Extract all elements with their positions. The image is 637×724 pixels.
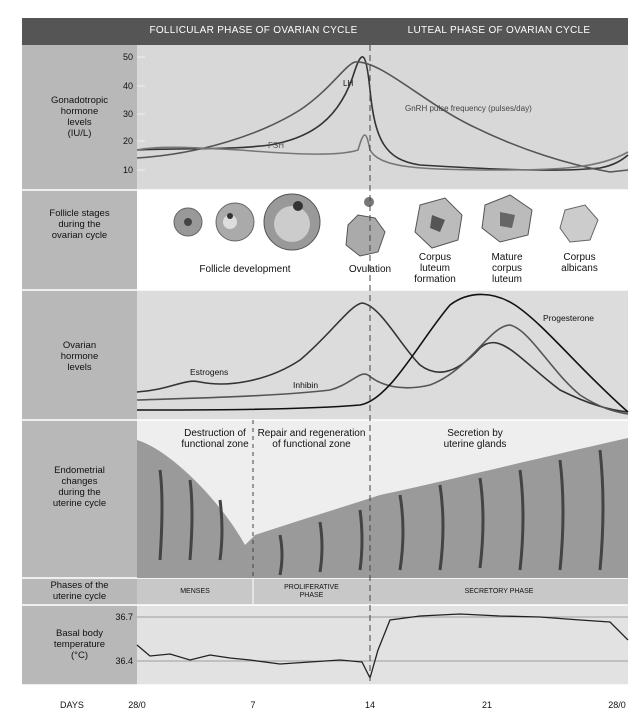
y-tick-label: 10 [103, 165, 133, 176]
y-tick-label: 36.7 [103, 612, 133, 623]
curve-label: Estrogens [190, 367, 228, 378]
follicle-label: Mature corpus luteum [477, 252, 537, 285]
row-label: Endometrial changes during the uterine c… [22, 465, 137, 509]
luteal-header: LUTEAL PHASE OF OVARIAN CYCLE [370, 25, 628, 36]
curve-label: Inhibin [293, 380, 318, 391]
curve-label: GnRH pulse frequency (pulses/day) [405, 103, 532, 114]
follicle-label: Ovulation [335, 264, 405, 275]
day-tick-label: 21 [467, 700, 507, 711]
y-tick-label: 40 [103, 81, 133, 92]
uterine-phase: SECRETORY PHASE [370, 588, 628, 596]
uterine-phase: PROLIFERATIVE PHASE [253, 584, 370, 600]
follicle-label: Follicle development [180, 264, 310, 275]
follicular-header: FOLLICULAR PHASE OF OVARIAN CYCLE [137, 25, 370, 36]
day-tick-label: 7 [233, 700, 273, 711]
curve-label: Progesterone [543, 313, 594, 324]
days-label: DAYS [60, 700, 84, 711]
y-tick-label: 50 [103, 52, 133, 63]
endometrial-label: Destruction of functional zone [170, 428, 260, 450]
endometrial-label: Secretion by uterine glands [420, 428, 530, 450]
figure: FOLLICULAR PHASE OF OVARIAN CYCLE LUTEAL… [0, 0, 637, 724]
follicle-label: Corpus albicans [552, 252, 607, 274]
endometrial-label: Repair and regeneration of functional zo… [253, 428, 370, 450]
y-tick-label: 20 [103, 136, 133, 147]
ovarian-panel [137, 290, 628, 420]
day-tick-label: 14 [350, 700, 390, 711]
uterine-phase: MENSES [137, 588, 253, 596]
row-label: Phases of the uterine cycle [22, 580, 137, 602]
row-label: Follicle stages during the ovarian cycle [22, 208, 137, 241]
y-tick-label: 30 [103, 109, 133, 120]
day-tick-label: 28/0 [117, 700, 157, 711]
y-tick-label: 36.4 [103, 656, 133, 667]
row-label: Ovarian hormone levels [22, 340, 137, 373]
day-tick-label: 28/0 [597, 700, 637, 711]
follicle-label: Corpus luteum formation [405, 252, 465, 285]
curve-label: FSH [268, 140, 284, 151]
curve-label: LH [343, 78, 353, 89]
